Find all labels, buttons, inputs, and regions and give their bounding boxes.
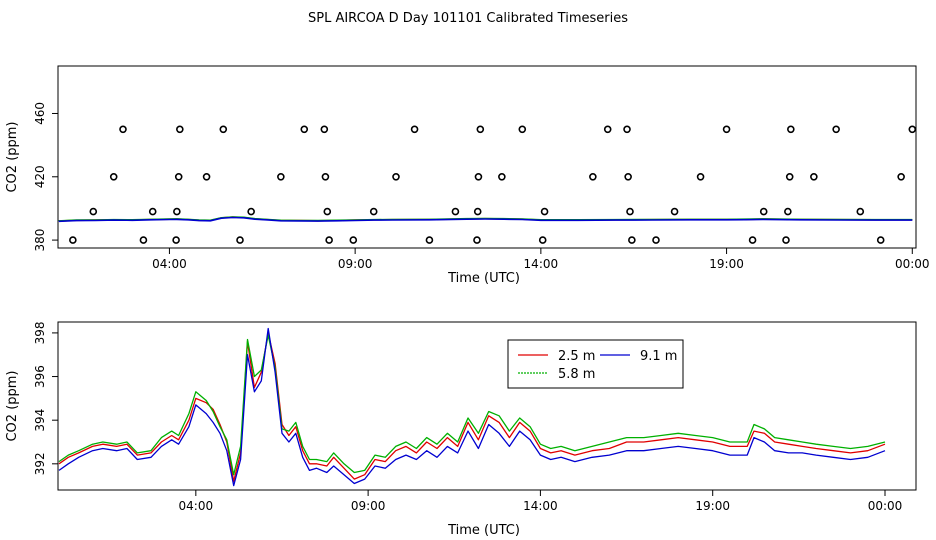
top-data-point: [670, 207, 679, 216]
top-data-point: [323, 207, 332, 216]
top-data-point: [148, 207, 157, 216]
top-data-point: [451, 207, 460, 216]
top-data-point: [624, 172, 632, 181]
top-data-point: [628, 236, 636, 244]
top-data-point: [897, 172, 905, 181]
top-plot-frame: [57, 65, 917, 249]
top-data-point: [623, 125, 631, 134]
top-data-point: [320, 125, 329, 134]
top-data-point: [540, 207, 549, 216]
top-x-tick-label: 14:00: [524, 257, 559, 271]
bottom-y-tick-label: 396: [33, 365, 47, 388]
bottom-series-lines: [58, 327, 886, 487]
top-data-point: [722, 125, 731, 134]
bottom-y-tick-label: 398: [33, 321, 47, 344]
top-x-tick-label: 19:00: [709, 257, 744, 271]
bottom-y-axis-label: CO2 (ppm): [5, 370, 20, 441]
top-x-axis-label: Time (UTC): [447, 271, 520, 286]
legend-label-2-5m: 2.5 m: [558, 349, 595, 364]
top-axis-ticks: 04:00 09:00 14:00 19:00 00:00 380 420 460: [33, 102, 930, 271]
top-data-point: [518, 125, 527, 134]
top-data-point: [247, 207, 255, 216]
top-data-point: [425, 236, 434, 244]
top-data-point: [349, 236, 358, 244]
top-data-point: [139, 236, 148, 244]
top-data-point: [89, 207, 98, 216]
top-data-point: [784, 207, 792, 216]
top-data-point: [325, 236, 333, 244]
top-data-point: [202, 172, 211, 181]
top-y-axis-label: CO2 (ppm): [5, 121, 20, 192]
top-x-tick-label: 09:00: [338, 257, 373, 271]
top-data-point: [589, 172, 597, 181]
top-data-point: [369, 207, 378, 216]
top-data-point: [603, 125, 612, 134]
top-data-point: [782, 236, 790, 244]
bottom-x-axis-label: Time (UTC): [447, 523, 520, 538]
top-data-point: [759, 207, 768, 216]
top-data-point: [473, 207, 482, 216]
top-series-line-9-1-m: [58, 216, 913, 223]
legend-label-5-8m: 5.8 m: [558, 367, 595, 382]
top-data-marks: [58, 125, 917, 244]
top-data-point: [626, 207, 634, 216]
top-data-point: [908, 125, 917, 134]
top-data-point: [474, 172, 483, 181]
legend: 2.5 m 9.1 m 5.8 m: [507, 339, 684, 389]
top-data-point: [176, 125, 184, 134]
bottom-x-tick-label: 00:00: [868, 499, 903, 513]
top-data-point: [219, 125, 228, 134]
top-y-tick-label: 420: [33, 165, 47, 188]
bottom-series-line-2-5-m: [58, 332, 886, 482]
bottom-plot-frame: [57, 321, 917, 491]
top-data-point: [856, 207, 865, 216]
legend-label-9-1m: 9.1 m: [640, 349, 677, 364]
bottom-x-tick-label: 09:00: [351, 499, 386, 513]
top-data-point: [498, 172, 506, 181]
top-data-point: [173, 207, 181, 216]
bottom-x-tick-label: 19:00: [695, 499, 730, 513]
top-data-point: [410, 125, 419, 134]
top-y-tick-label: 380: [33, 229, 47, 252]
top-data-point: [876, 236, 885, 244]
bottom-y-tick-label: 394: [33, 409, 47, 432]
top-data-point: [174, 172, 183, 181]
top-data-point: [277, 172, 285, 181]
top-data-point: [321, 172, 330, 181]
bottom-series-line-9-1-m: [58, 327, 886, 487]
top-data-point: [785, 172, 794, 181]
top-data-point: [538, 236, 547, 244]
top-data-point: [236, 236, 244, 244]
chart-title: SPL AIRCOA D Day 101101 Calibrated Times…: [308, 11, 628, 26]
top-data-point: [109, 172, 118, 181]
top-x-tick-label: 00:00: [895, 257, 930, 271]
top-data-point: [473, 236, 481, 244]
bottom-y-tick-label: 392: [33, 452, 47, 475]
top-data-point: [832, 125, 840, 134]
top-panel: Time (UTC) CO2 (ppm) 04:00 09:00 14:00 19:0…: [5, 65, 930, 286]
top-data-point: [172, 236, 180, 244]
top-data-point: [696, 172, 705, 181]
bottom-x-tick-label: 14:00: [523, 499, 558, 513]
bottom-axis-ticks: 04:00 09:00 14:00 19:00 00:00 392 394 396 398: [33, 321, 902, 513]
top-data-point: [787, 125, 795, 134]
top-data-point: [300, 125, 309, 134]
top-y-tick-label: 460: [33, 102, 47, 125]
top-data-point: [119, 125, 127, 134]
top-data-point: [748, 236, 757, 244]
top-data-point: [69, 236, 77, 244]
top-data-point: [476, 125, 485, 134]
bottom-panel: Time (UTC) CO2 (ppm) 04:00 09:00 14:00 19:0…: [5, 321, 917, 538]
top-x-tick-label: 04:00: [152, 257, 187, 271]
legend-box: [507, 339, 684, 389]
bottom-series-line-5-8-m: [58, 334, 886, 476]
top-data-point: [652, 236, 660, 244]
top-data-point: [810, 172, 818, 181]
bottom-x-tick-label: 04:00: [179, 499, 214, 513]
top-data-point: [392, 172, 400, 181]
